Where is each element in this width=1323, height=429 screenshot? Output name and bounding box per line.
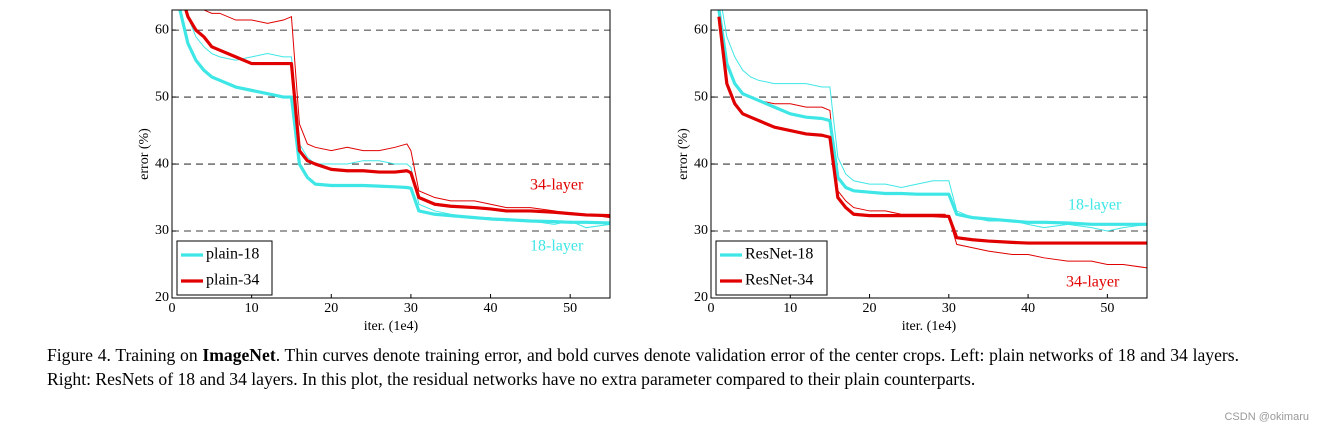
x-tick-label: 50 (563, 301, 577, 316)
x-tick-label: 10 (783, 301, 797, 316)
legend-box (715, 240, 828, 296)
y-tick-label: 20 (694, 290, 708, 305)
x-tick-label: 40 (484, 301, 498, 316)
y-axis-label: error (%) (676, 128, 691, 180)
annotation: 18-layer (530, 238, 584, 255)
x-tick-label: 20 (863, 301, 877, 316)
x-tick-label: 30 (942, 301, 956, 316)
x-tick-label: 10 (245, 301, 259, 316)
x-tick-label: 40 (1021, 301, 1035, 316)
x-axis-label: iter. (1e4) (902, 319, 957, 334)
y-axis-label: error (%) (137, 128, 152, 180)
y-tick-label: 30 (694, 223, 708, 238)
plot-area (178, 10, 610, 229)
x-tick-label: 50 (1100, 301, 1114, 316)
caption-text: . Thin curves denote training error, and… (47, 345, 1239, 389)
y-tick-label: 50 (694, 89, 708, 104)
y-tick-label: 60 (694, 22, 708, 37)
axes-frame (710, 9, 1148, 299)
y-tick-label: 40 (155, 156, 169, 171)
annotation: 34-layer (530, 177, 584, 194)
legend: plain-18 plain-34 (176, 240, 273, 296)
validation-line (717, 16, 1147, 245)
legend-label: plain-34 (206, 272, 259, 289)
caption-bold: ImageNet (202, 345, 276, 365)
x-tick-label: 0 (169, 301, 176, 316)
plot-area (717, 10, 1147, 269)
caption-text: Figure 4. Training on (47, 345, 203, 365)
y-tick-label: 40 (694, 156, 708, 171)
annotation: 34-layer (1066, 274, 1120, 291)
training-line (721, 10, 1147, 232)
legend: ResNet-18 ResNet-34 (715, 240, 828, 296)
validation-line (717, 10, 1147, 226)
x-tick-label: 0 (708, 301, 715, 316)
x-axis-label: iter. (1e4) (364, 319, 419, 334)
legend-label: ResNet-34 (745, 272, 813, 289)
validation-line (184, 10, 610, 218)
training-line (203, 10, 610, 219)
figure: 20 30 40 50 60 0 10 20 30 40 50 iter. (1e4) error (%… (137, 9, 1148, 334)
legend-box (176, 240, 273, 296)
y-tick-label: 60 (155, 22, 169, 37)
legend-label: plain-18 (206, 246, 259, 263)
y-tick-label: 50 (155, 89, 169, 104)
x-tick-label: 20 (324, 301, 338, 316)
validation-line (178, 10, 610, 225)
y-tick-label: 20 (155, 290, 169, 305)
watermark: CSDN @okimaru (1224, 411, 1309, 423)
x-tick-label: 30 (404, 301, 418, 316)
training-line (719, 10, 1147, 269)
legend-label: ResNet-18 (745, 246, 813, 263)
annotation: 18-layer (1068, 197, 1122, 214)
y-tick-label: 30 (155, 223, 169, 238)
axes-frame (171, 9, 611, 299)
caption: Figure 4. Training on ImageNet. Thin cur… (47, 343, 1239, 391)
